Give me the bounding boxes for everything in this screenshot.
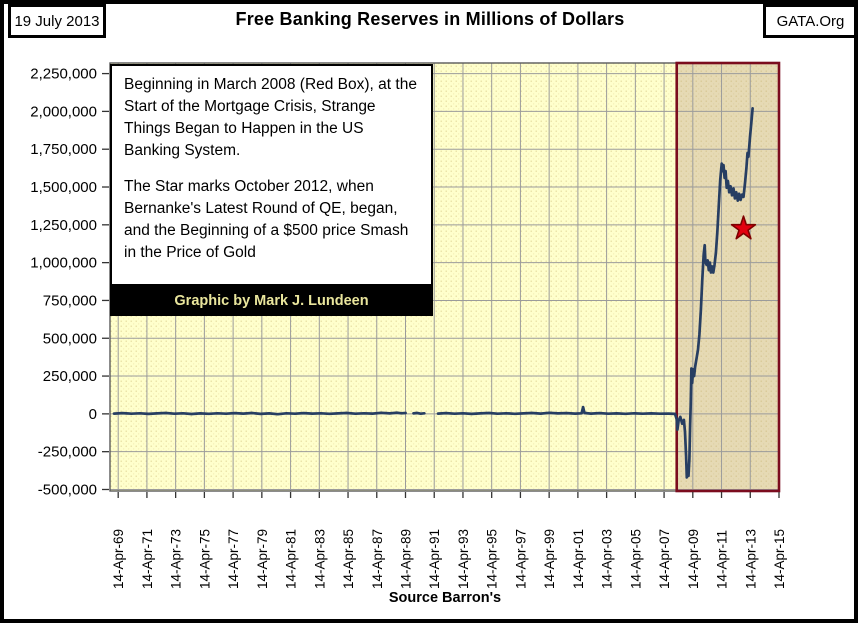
annotation-paragraph-2: The Star marks October 2012, when Bernan…	[124, 178, 409, 261]
credit-label: Graphic by Mark J. Lundeen	[174, 293, 369, 309]
y-axis-label: -250,000	[38, 444, 97, 461]
x-axis-label: 14-Apr-93	[456, 529, 471, 589]
x-axis-label: 14-Apr-81	[284, 529, 299, 589]
y-axis-label: 1,000,000	[30, 255, 97, 272]
y-axis-label: 750,000	[43, 292, 97, 309]
x-axis-label: 14-Apr-91	[427, 529, 442, 589]
x-axis-label: 14-Apr-85	[341, 529, 356, 589]
y-axis-label: 1,750,000	[30, 141, 97, 158]
x-axis-label: 14-Apr-69	[111, 529, 126, 589]
source-label: Source Barron's	[388, 590, 502, 606]
annotation-paragraph-1: Beginning in March 2008 (Red Box), at th…	[124, 76, 417, 159]
y-axis-label: 0	[89, 406, 97, 423]
x-axis-label: 14-Apr-15	[772, 529, 787, 589]
y-axis-label: 1,250,000	[30, 217, 97, 234]
october-2012-star-marker	[730, 215, 757, 240]
y-axis-label: -500,000	[38, 481, 97, 498]
y-axis-label: 250,000	[43, 368, 97, 385]
x-axis-label: 14-Apr-87	[370, 529, 385, 589]
y-axis-label: 2,000,000	[30, 103, 97, 120]
x-axis-label: 14-Apr-97	[513, 529, 528, 589]
y-axis-label: 500,000	[43, 330, 97, 347]
x-axis-label: 14-Apr-75	[197, 529, 212, 589]
red-box-region	[675, 61, 781, 493]
x-axis-label: 14-Apr-11	[715, 530, 730, 589]
reserves-series-line	[436, 107, 754, 479]
y-axis-label: 1,500,000	[30, 179, 97, 196]
x-axis-label: 14-Apr-09	[686, 529, 701, 589]
x-axis-label: 14-Apr-79	[255, 529, 270, 589]
x-axis-label: 14-Apr-73	[169, 529, 184, 589]
date-box: 19 July 2013	[8, 4, 106, 38]
x-axis-label: 14-Apr-83	[312, 529, 327, 589]
x-axis-label: 14-Apr-13	[743, 529, 758, 589]
date-label: 19 July 2013	[14, 12, 100, 30]
reserves-series-line	[412, 411, 426, 416]
annotation-box: Beginning in March 2008 (Red Box), at th…	[110, 64, 433, 286]
x-axis-label: 14-Apr-99	[542, 529, 557, 589]
x-axis-label: 14-Apr-03	[600, 529, 615, 589]
x-axis-label: 14-Apr-05	[628, 529, 643, 589]
credit-banner: Graphic by Mark J. Lundeen	[110, 286, 433, 316]
reserves-series-line	[112, 411, 407, 416]
x-axis-label: 14-Apr-77	[226, 529, 241, 589]
x-axis-label: 14-Apr-89	[398, 529, 413, 589]
x-axis-label: 14-Apr-71	[140, 529, 155, 589]
org-label: GATA.Org	[776, 12, 845, 30]
x-axis-label: 14-Apr-07	[657, 529, 672, 589]
x-axis-label: 14-Apr-01	[571, 529, 586, 589]
page-title: Free Banking Reserves in Millions of Dol…	[235, 9, 625, 29]
y-axis-label: 2,250,000	[30, 66, 97, 83]
x-axis-label: 14-Apr-95	[485, 529, 500, 589]
org-box: GATA.Org	[763, 4, 858, 38]
